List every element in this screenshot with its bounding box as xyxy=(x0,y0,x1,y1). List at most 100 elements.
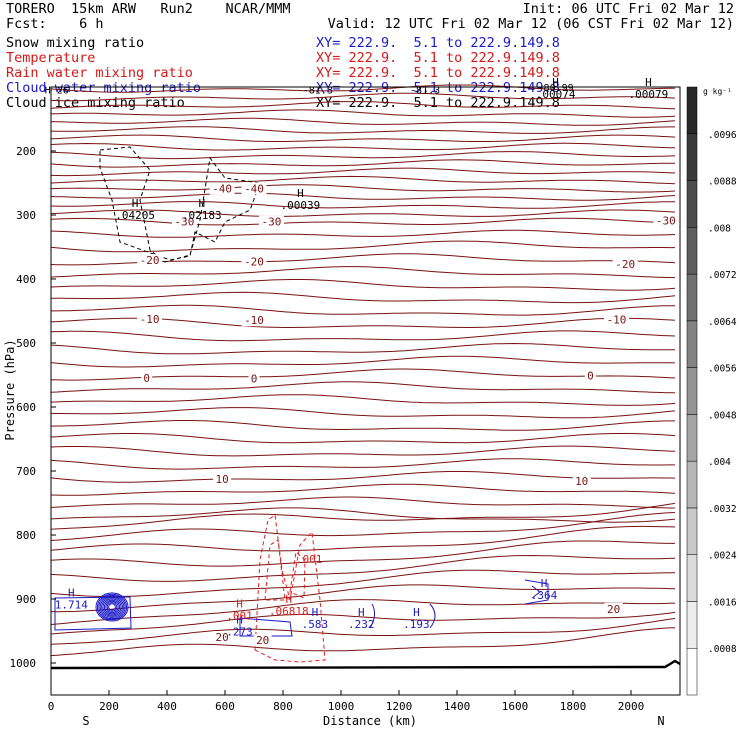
init-time: Init: 06 UTC Fri 02 Mar 12 xyxy=(522,1,734,17)
isotherm-line xyxy=(50,117,676,126)
temperature-label-bg xyxy=(584,369,596,382)
temperature-label: 20 xyxy=(215,631,228,644)
colorbar-tick-label: .0064 xyxy=(708,317,737,328)
isotherm-line xyxy=(50,109,676,118)
cloud-water-contour xyxy=(106,602,118,612)
maximum-value: .193 xyxy=(403,618,430,631)
cloud-water-contour xyxy=(369,603,376,629)
temperature-label-bg xyxy=(171,215,197,228)
colorbar-unit: g kg⁻¹ xyxy=(703,87,732,96)
isotherm-line xyxy=(50,540,675,567)
ground-line xyxy=(50,659,681,670)
temperature-label: 10 xyxy=(215,473,228,486)
isotherm-line xyxy=(50,420,675,431)
temperature-label: 0 xyxy=(251,372,258,385)
model-title: TORERO 15km ARW Run2 NCAR/MMM xyxy=(6,1,291,17)
x-tick-label: 400 xyxy=(157,700,177,713)
colorbar-tick-label: .0024 xyxy=(708,551,737,562)
cloud-water-contour xyxy=(101,597,123,617)
isotherm-line xyxy=(50,525,676,552)
isotherm-line xyxy=(50,342,675,355)
temperature-label-bg xyxy=(137,254,163,267)
maximum-value: .364 xyxy=(531,589,558,602)
cloud-water-contour xyxy=(98,594,126,620)
maximum-value: .06818 xyxy=(269,605,309,618)
temperature-label-bg xyxy=(604,602,623,615)
maximum-value: .232 xyxy=(348,618,375,631)
maximum-marker: H xyxy=(541,577,548,590)
field-name-rain: Rain water mixing ratio xyxy=(6,65,193,81)
x-tick-label: 600 xyxy=(215,700,235,713)
x-tick-label: 1000 xyxy=(328,700,355,713)
isotherm-line xyxy=(50,240,675,253)
isotherm-line xyxy=(50,483,676,496)
colorbar-cell xyxy=(686,554,698,602)
temperature-label-bg xyxy=(209,182,235,195)
cloud-water-contour xyxy=(108,603,116,611)
y-tick-label: 500 xyxy=(16,337,36,350)
x-tick-label: 1400 xyxy=(444,700,471,713)
isotherm-line xyxy=(50,394,676,406)
x-tick-label: 1200 xyxy=(386,700,413,713)
forecast-hour: Fcst: 6 h xyxy=(6,16,104,32)
isotherm-line xyxy=(50,142,676,151)
isotherm-line xyxy=(50,512,676,541)
colorbar-cell xyxy=(686,320,698,368)
maximum-marker: H xyxy=(312,606,319,619)
cloud-water-contour xyxy=(99,596,125,618)
temperature-label-bg xyxy=(248,372,260,385)
isotherm-line xyxy=(50,471,676,483)
colorbar-tick-label: .0016 xyxy=(708,597,737,608)
colorbar-tick-label: .008 xyxy=(708,223,731,234)
cloud-water-contour xyxy=(103,599,121,615)
cloud-water-contour xyxy=(239,617,293,637)
temperature-label: 20 xyxy=(607,603,620,616)
maximum-value: .273 xyxy=(226,625,253,638)
maximum-marker: H xyxy=(358,606,365,619)
y-tick-label: 1000 xyxy=(10,657,37,670)
isotherm-line xyxy=(50,554,676,582)
isotherm-line xyxy=(50,229,676,238)
temperature-label: -10 xyxy=(607,314,627,327)
colorbar-tick-label: .0008 xyxy=(708,644,737,655)
isotherm-line xyxy=(50,458,675,470)
isotherm-line xyxy=(50,507,676,523)
temperature-label: 10 xyxy=(575,475,588,488)
colorbar-cell xyxy=(686,647,698,696)
colorbar-tick-label: .0048 xyxy=(708,410,737,421)
maximum-marker: H xyxy=(68,587,75,600)
y-tick-label: 600 xyxy=(16,401,36,414)
colorbar-tick-label: .0056 xyxy=(708,364,737,375)
temperature-label-bg xyxy=(612,257,638,270)
isotherm-line xyxy=(50,407,676,419)
temperature-label: -30 xyxy=(261,216,281,229)
temperature-label: -20 xyxy=(615,258,635,271)
y-tick-label: 200 xyxy=(16,145,36,158)
temperature-contours xyxy=(50,84,676,657)
south-label: S xyxy=(82,714,89,728)
temperature-label-bg xyxy=(213,472,232,485)
isotherm-line xyxy=(50,279,676,291)
temperature-label: -40 xyxy=(244,182,264,195)
isotherm-line xyxy=(50,266,676,279)
rain-contours xyxy=(254,514,326,663)
isotherm-line xyxy=(50,611,676,635)
maximum-value: .02183 xyxy=(182,209,222,222)
colorbar-cell xyxy=(686,227,698,275)
maximum-value: .00074 xyxy=(536,88,576,101)
top-label: -81.3 xyxy=(303,85,333,96)
y-axis-label: Pressure (hPa) xyxy=(3,339,17,440)
field-xy-snow: XY= 222.9. 5.1 to 222.9.149.8 xyxy=(316,35,560,51)
field-name-cloud-water: Cloud water mixing ratio xyxy=(6,80,202,96)
x-tick-label: 1800 xyxy=(560,700,587,713)
isotherm-line xyxy=(50,599,676,625)
x-tick-label: 200 xyxy=(99,700,119,713)
temperature-label: -30 xyxy=(656,214,676,227)
isotherm-line xyxy=(50,355,676,368)
isotherm-line xyxy=(50,134,676,142)
rain-contour xyxy=(289,551,306,599)
cloud-water-contour xyxy=(95,592,129,622)
x-tick-label: 2000 xyxy=(618,700,645,713)
maximum-marker: H xyxy=(645,76,652,89)
field-xy-rain: XY= 222.9. 5.1 to 222.9.149.8 xyxy=(316,65,560,81)
